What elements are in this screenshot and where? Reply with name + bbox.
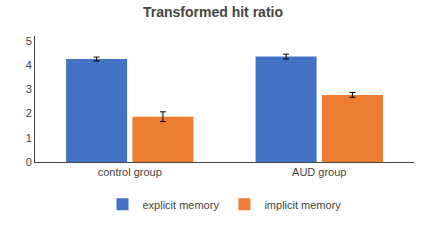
svg-text:control group: control group: [98, 166, 162, 178]
svg-text:1: 1: [26, 132, 32, 144]
svg-text:3: 3: [26, 83, 32, 95]
svg-text:2: 2: [26, 107, 32, 119]
svg-text:Transformed hit ratio: Transformed hit ratio: [143, 4, 283, 20]
svg-text:5: 5: [26, 35, 32, 47]
svg-text:0: 0: [26, 156, 32, 168]
svg-text:explicit memory: explicit memory: [143, 199, 220, 211]
svg-text:AUD group: AUD group: [292, 166, 346, 178]
svg-text:4: 4: [26, 59, 32, 71]
svg-text:implicit memory: implicit memory: [264, 199, 341, 211]
